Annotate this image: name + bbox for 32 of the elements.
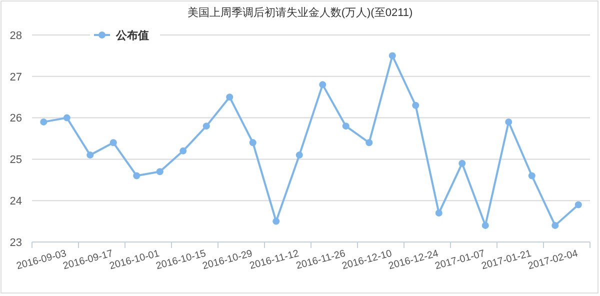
y-tick-label: 26 <box>10 112 22 125</box>
chart-title: 美国上周季调后初请失业金人数(万人)(至0211) <box>187 6 413 19</box>
point <box>202 122 210 130</box>
point <box>296 152 303 159</box>
point <box>505 118 512 126</box>
point <box>342 122 350 130</box>
y-tick-label: 24 <box>10 195 22 208</box>
point <box>249 139 256 146</box>
y-tick-label: 25 <box>10 154 22 166</box>
point <box>552 222 559 229</box>
point <box>86 152 94 159</box>
y-tick-label: 27 <box>10 71 22 84</box>
point <box>319 81 326 88</box>
point <box>133 172 140 180</box>
point <box>272 218 280 225</box>
point <box>482 222 489 229</box>
point <box>574 201 582 208</box>
point <box>435 210 442 217</box>
legend-label: 公布值 <box>115 28 149 42</box>
point <box>412 102 420 109</box>
y-tick-label: 28 <box>10 30 22 42</box>
point <box>63 114 70 122</box>
point <box>226 94 234 101</box>
point <box>156 168 164 176</box>
point <box>458 160 466 167</box>
point <box>110 139 117 146</box>
point <box>366 139 373 146</box>
point <box>40 118 48 126</box>
point <box>528 172 536 180</box>
y-tick-label: 23 <box>10 236 22 249</box>
point <box>180 147 187 154</box>
point <box>388 52 396 60</box>
